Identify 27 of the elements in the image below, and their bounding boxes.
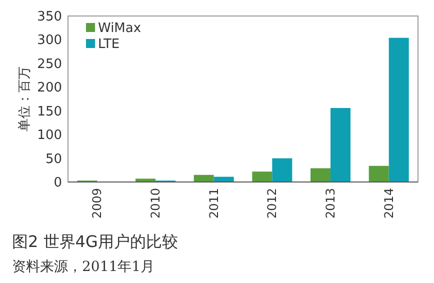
y-tick-label: 0 xyxy=(54,176,62,190)
y-axis-title: 单位：百万 xyxy=(18,66,32,132)
bar xyxy=(330,108,350,182)
y-tick-label: 300 xyxy=(37,33,62,48)
x-tick-label: 2010 xyxy=(148,188,162,219)
bar xyxy=(388,38,409,182)
y-tick-label: 350 xyxy=(37,10,62,24)
bar xyxy=(310,168,330,182)
y-tick-label: 50 xyxy=(45,152,62,167)
y-tick-label: 100 xyxy=(37,128,62,144)
y-tick-label: 250 xyxy=(37,56,62,72)
bar xyxy=(252,172,272,182)
y-tick-label: 200 xyxy=(37,80,62,96)
x-tick-label: 2009 xyxy=(90,188,104,219)
bar xyxy=(136,178,156,182)
bar xyxy=(368,166,389,182)
bar xyxy=(194,174,214,182)
x-tick-label: 2013 xyxy=(324,188,338,219)
text: 图2 世界4G用户的比较 xyxy=(12,232,178,251)
legend-label: WiMax xyxy=(98,21,142,36)
legend-label: LTE xyxy=(98,37,120,52)
text: 资料来源，2011年1月 xyxy=(12,259,155,275)
x-tick-label: 2012 xyxy=(265,188,280,219)
y-tick-label: 150 xyxy=(37,104,62,120)
bar xyxy=(272,158,292,182)
x-tick-label: 2014 xyxy=(382,188,396,219)
x-tick-label: 2011 xyxy=(206,188,221,219)
